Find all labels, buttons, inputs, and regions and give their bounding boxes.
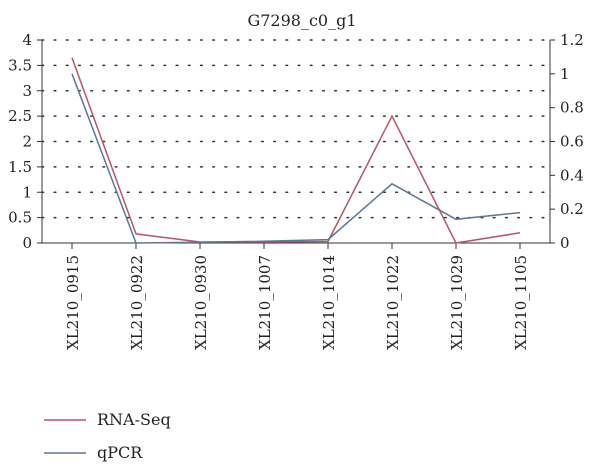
right-tick-label-5: 1 — [560, 65, 570, 83]
series-line-qpcr — [71, 73, 521, 244]
x-tick-label-7: XL210_1105 — [512, 255, 530, 350]
left-tick-label-7: 3.5 — [8, 56, 32, 74]
x-tick-label-4: XL210_1014 — [320, 255, 338, 350]
axes — [41, 40, 551, 244]
x-tick-label-2: XL210_0930 — [192, 255, 210, 350]
right-tick-label-1: 0.2 — [560, 200, 584, 218]
x-tick-label-3: XL210_1007 — [256, 255, 274, 350]
legend-label-0: RNA-Seq — [97, 410, 171, 429]
x-tick-label-6: XL210_1029 — [448, 255, 466, 350]
right-tick-label-0: 0 — [560, 234, 570, 252]
left-tick-label-8: 4 — [22, 31, 32, 49]
left-tick-label-5: 2.5 — [8, 107, 32, 125]
x-axis-ticks: XL210_0915 XL210_0922 XL210_0930 XL210_1007… — [64, 243, 530, 350]
left-axis-ticks: 0 0.5 1 1.5 2 2.5 3 3.5 4 — [8, 31, 42, 252]
left-tick-label-1: 0.5 — [8, 209, 32, 227]
right-tick-label-3: 0.6 — [560, 133, 584, 151]
x-tick-label-5: XL210_1022 — [384, 255, 402, 350]
right-tick-label-4: 0.8 — [560, 99, 584, 117]
series-line-rna-seq — [71, 57, 521, 244]
x-tick-label-0: XL210_0915 — [64, 255, 82, 350]
chart-title: G7298_c0_g1 — [247, 11, 356, 30]
right-axis-ticks: 0 0.2 0.4 0.6 0.8 1 1.2 — [550, 31, 584, 252]
left-tick-label-2: 1 — [22, 183, 32, 201]
left-tick-label-3: 1.5 — [8, 158, 32, 176]
grid-lines — [41, 39, 551, 219]
x-tick-label-1: XL210_0922 — [128, 255, 146, 350]
left-tick-label-4: 2 — [22, 133, 32, 151]
series-lines — [71, 57, 521, 244]
left-tick-label-6: 3 — [22, 82, 32, 100]
legend-label-1: qPCR — [97, 443, 143, 462]
right-tick-label-6: 1.2 — [560, 31, 584, 49]
left-tick-label-0: 0 — [22, 234, 32, 252]
legend: RNA-Seq qPCR — [44, 410, 171, 462]
right-tick-label-2: 0.4 — [560, 166, 584, 184]
